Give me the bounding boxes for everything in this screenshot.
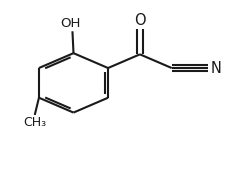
Text: O: O: [134, 13, 146, 28]
Text: CH₃: CH₃: [23, 116, 46, 129]
Text: OH: OH: [60, 18, 81, 30]
Text: N: N: [211, 61, 222, 76]
